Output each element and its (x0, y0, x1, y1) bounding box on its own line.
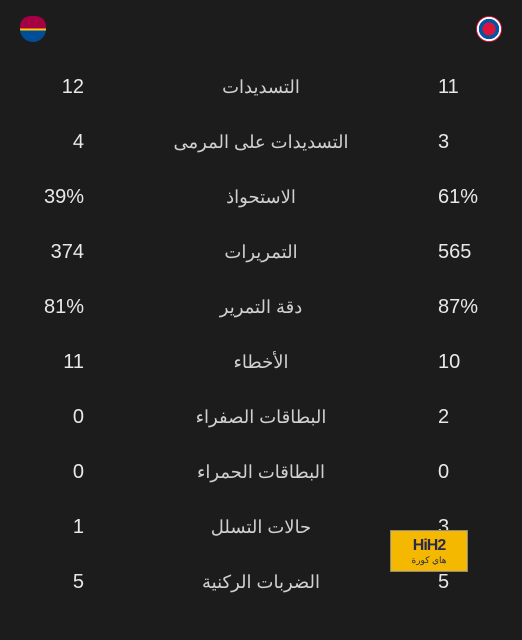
stat-away-value: 5 (438, 571, 498, 594)
stat-home-value: 81% (24, 296, 84, 319)
stat-label: حالات التسلل (84, 517, 438, 538)
stat-label: التمريرات (84, 242, 438, 263)
watermark-title: HiH2 (413, 537, 445, 555)
stat-row: 11التسديدات12 (24, 60, 498, 115)
stat-home-value: 0 (24, 406, 84, 429)
stat-away-value: 0 (438, 461, 498, 484)
stat-home-value: 39% (24, 186, 84, 209)
stat-home-value: 5 (24, 571, 84, 594)
stat-row: 61%الاستحواذ39% (24, 170, 498, 225)
stat-away-value: 565 (438, 241, 498, 264)
stat-label: الأخطاء (84, 352, 438, 373)
stat-home-value: 1 (24, 516, 84, 539)
stat-home-value: 4 (24, 131, 84, 154)
stats-table: 11التسديدات123التسديدات على المرمى461%ال… (0, 50, 522, 610)
stat-label: البطاقات الصفراء (84, 407, 438, 428)
stat-label: التسديدات (84, 77, 438, 98)
stat-home-value: 11 (24, 351, 84, 374)
stat-home-value: 374 (24, 241, 84, 264)
stat-home-value: 0 (24, 461, 84, 484)
away-team-badge-icon (476, 16, 502, 42)
stat-row: 0البطاقات الحمراء0 (24, 445, 498, 500)
stat-label: الاستحواذ (84, 187, 438, 208)
stat-away-value: 3 (438, 131, 498, 154)
stat-label: الضربات الركنية (84, 572, 438, 593)
stat-home-value: 12 (24, 76, 84, 99)
home-team-badge-icon (20, 16, 46, 42)
stat-away-value: 11 (438, 76, 498, 99)
stat-away-value: 10 (438, 351, 498, 374)
stat-label: دقة التمرير (84, 297, 438, 318)
stat-row: 3التسديدات على المرمى4 (24, 115, 498, 170)
watermark-subtitle: هاي كورة (411, 555, 446, 566)
stat-row: 10الأخطاء11 (24, 335, 498, 390)
stat-away-value: 2 (438, 406, 498, 429)
stat-label: البطاقات الحمراء (84, 462, 438, 483)
team-badges-row (0, 0, 522, 50)
stat-row: 2البطاقات الصفراء0 (24, 390, 498, 445)
stat-label: التسديدات على المرمى (84, 132, 438, 153)
stat-row: 565التمريرات374 (24, 225, 498, 280)
stat-away-value: 87% (438, 296, 498, 319)
stat-row: 87%دقة التمرير81% (24, 280, 498, 335)
stat-away-value: 61% (438, 186, 498, 209)
watermark-badge: HiH2 هاي كورة (390, 530, 468, 572)
